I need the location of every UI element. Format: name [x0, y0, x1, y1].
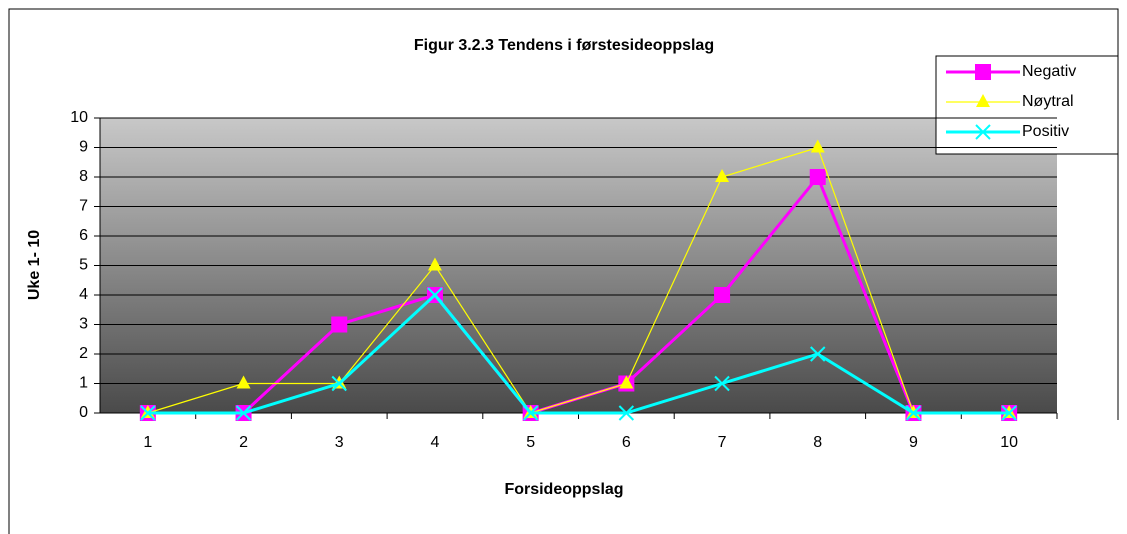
legend-marker [976, 94, 990, 107]
marker [522, 405, 539, 421]
y-tick-label: 3 [79, 316, 88, 333]
marker [715, 169, 730, 182]
x-tick-label: 2 [239, 434, 248, 451]
legend-label: Negativ [1022, 63, 1076, 80]
marker [235, 405, 252, 421]
marker [236, 375, 251, 389]
y-tick-label: 6 [79, 227, 88, 244]
y-axis-label: Uke 1- 10 [26, 230, 43, 300]
y-tick-label: 8 [79, 168, 88, 185]
y-tick-label: 2 [79, 345, 88, 362]
legend-label: Positiv [1022, 123, 1069, 140]
x-tick-label: 9 [909, 434, 918, 451]
marker [714, 287, 731, 303]
x-tick-label: 10 [1000, 434, 1018, 451]
marker [1001, 405, 1017, 421]
x-axis-label: Forsideoppslag [504, 481, 623, 498]
marker [331, 375, 347, 392]
x-tick-label: 8 [813, 434, 822, 451]
x-tick-label: 3 [335, 434, 344, 451]
legend-marker [975, 124, 991, 140]
y-tick-label: 5 [79, 257, 88, 274]
x-tick-label: 1 [143, 434, 152, 451]
marker [809, 169, 826, 185]
marker [427, 287, 443, 303]
frame [8, 8, 1119, 534]
legend-marker [975, 64, 991, 80]
x-tick-label: 6 [622, 434, 631, 451]
y-tick-label: 9 [79, 139, 88, 156]
marker [810, 346, 826, 362]
marker [331, 316, 348, 333]
y-tick-label: 4 [79, 286, 88, 303]
marker [905, 405, 922, 421]
series-line [147, 292, 1010, 415]
marker [619, 375, 634, 389]
x-tick-label: 4 [430, 434, 439, 451]
marker [714, 375, 730, 392]
legend-label: Nøytral [1022, 93, 1074, 110]
y-tick-label: 7 [79, 198, 88, 215]
x-tick-label: 7 [718, 434, 727, 451]
marker [810, 139, 825, 153]
marker [427, 257, 442, 271]
x-tick-label: 5 [526, 434, 535, 451]
chart-title: Figur 3.2.3 Tendens i førstesideoppslag [414, 37, 714, 54]
marker [618, 405, 635, 421]
y-tick-label: 0 [79, 404, 88, 421]
y-tick-label: 1 [79, 375, 88, 392]
y-tick-label: 10 [70, 109, 88, 126]
marker [140, 405, 156, 421]
series-line [147, 146, 1010, 414]
